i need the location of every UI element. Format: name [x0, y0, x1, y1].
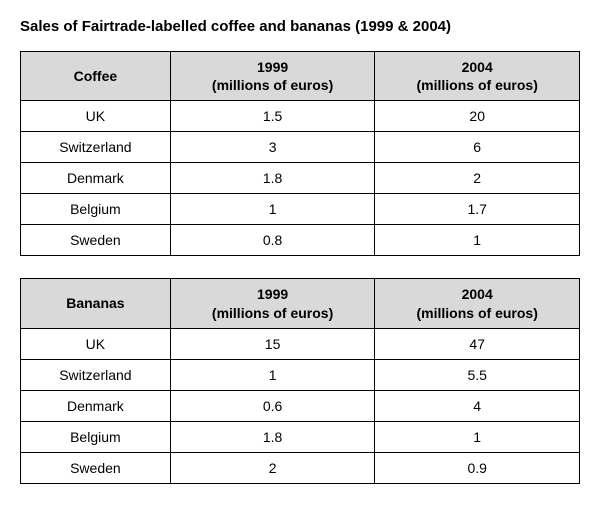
- value-cell: 20: [375, 101, 580, 132]
- country-cell: Belgium: [21, 194, 171, 225]
- table-row: UK 1.5 20: [21, 101, 580, 132]
- col-1999-header: 1999(millions of euros): [170, 52, 375, 101]
- table-row: Denmark 1.8 2: [21, 163, 580, 194]
- value-cell: 4: [375, 390, 580, 421]
- value-cell: 1: [170, 359, 375, 390]
- col-1999-header: 1999(millions of euros): [170, 279, 375, 328]
- country-cell: Sweden: [21, 225, 171, 256]
- country-cell: Switzerland: [21, 359, 171, 390]
- table-header-row: Coffee 1999(millions of euros) 2004(mill…: [21, 52, 580, 101]
- table-row: Sweden 0.8 1: [21, 225, 580, 256]
- page-title: Sales of Fairtrade-labelled coffee and b…: [20, 18, 580, 35]
- col-2004-header: 2004(millions of euros): [375, 279, 580, 328]
- value-cell: 1: [375, 421, 580, 452]
- country-cell: Switzerland: [21, 132, 171, 163]
- value-cell: 1.5: [170, 101, 375, 132]
- country-cell: Denmark: [21, 390, 171, 421]
- col-2004-header: 2004(millions of euros): [375, 52, 580, 101]
- value-cell: 1.8: [170, 421, 375, 452]
- table-row: Switzerland 1 5.5: [21, 359, 580, 390]
- value-cell: 5.5: [375, 359, 580, 390]
- value-cell: 47: [375, 328, 580, 359]
- bananas-table: Bananas 1999(millions of euros) 2004(mil…: [20, 278, 580, 483]
- value-cell: 2: [375, 163, 580, 194]
- value-cell: 1: [375, 225, 580, 256]
- value-cell: 0.6: [170, 390, 375, 421]
- table-header-row: Bananas 1999(millions of euros) 2004(mil…: [21, 279, 580, 328]
- value-cell: 15: [170, 328, 375, 359]
- country-cell: Belgium: [21, 421, 171, 452]
- table-row: Belgium 1 1.7: [21, 194, 580, 225]
- table-row: Denmark 0.6 4: [21, 390, 580, 421]
- table-row: UK 15 47: [21, 328, 580, 359]
- value-cell: 3: [170, 132, 375, 163]
- country-cell: Sweden: [21, 452, 171, 483]
- value-cell: 0.9: [375, 452, 580, 483]
- value-cell: 1.7: [375, 194, 580, 225]
- product-header: Bananas: [21, 279, 171, 328]
- country-cell: UK: [21, 101, 171, 132]
- value-cell: 1.8: [170, 163, 375, 194]
- country-cell: Denmark: [21, 163, 171, 194]
- coffee-table: Coffee 1999(millions of euros) 2004(mill…: [20, 51, 580, 256]
- product-header: Coffee: [21, 52, 171, 101]
- value-cell: 1: [170, 194, 375, 225]
- country-cell: UK: [21, 328, 171, 359]
- value-cell: 0.8: [170, 225, 375, 256]
- value-cell: 2: [170, 452, 375, 483]
- table-row: Switzerland 3 6: [21, 132, 580, 163]
- value-cell: 6: [375, 132, 580, 163]
- table-row: Sweden 2 0.9: [21, 452, 580, 483]
- table-row: Belgium 1.8 1: [21, 421, 580, 452]
